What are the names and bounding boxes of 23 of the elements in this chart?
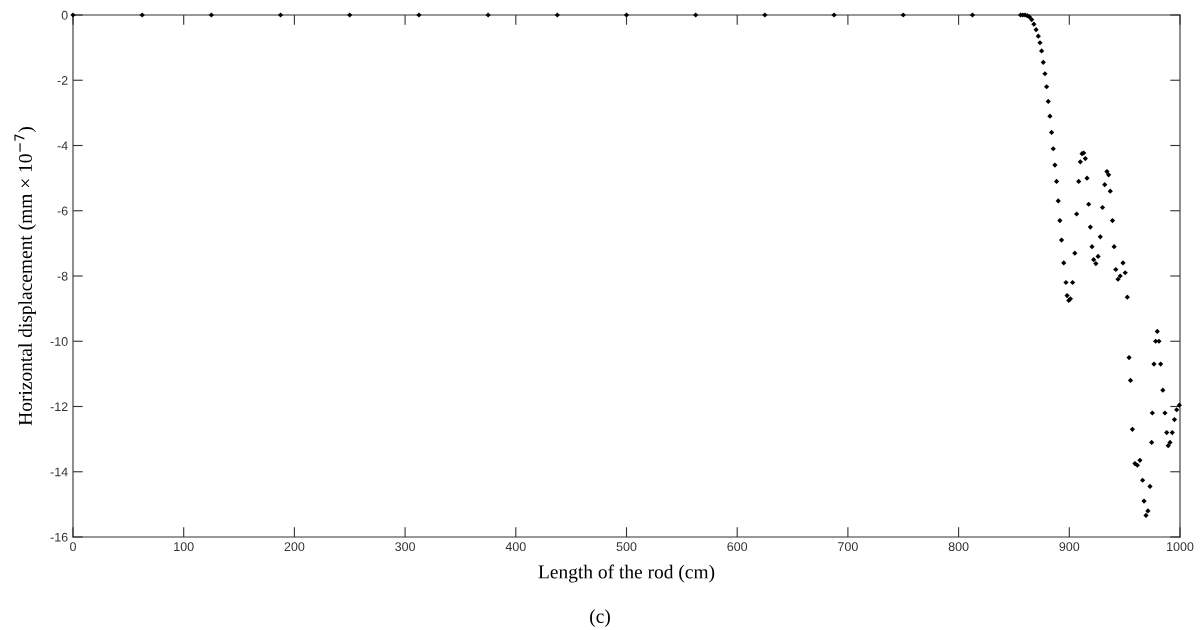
- x-tick-label: 200: [284, 542, 305, 552]
- x-tick-label: 700: [838, 542, 858, 552]
- x-tick-label: 400: [505, 542, 526, 552]
- x-tick-label: 500: [616, 542, 637, 552]
- y-tick-label: -14: [50, 467, 68, 477]
- x-axis-title: Length of the rod (cm): [538, 564, 715, 583]
- x-tick-label: 800: [948, 542, 969, 552]
- x-tick-label: 900: [1059, 542, 1080, 552]
- text: (c): [590, 609, 610, 627]
- y-tick-label: -8: [57, 271, 68, 281]
- y-tick-label: -16: [50, 532, 68, 542]
- y-tick-label: -6: [57, 206, 68, 216]
- x-tick-label: 600: [727, 542, 748, 552]
- y-tick-label: 0: [61, 10, 68, 20]
- x-tick-label: 1000: [1167, 542, 1194, 552]
- y-tick-label: -12: [50, 402, 68, 412]
- y-tick-label: -4: [57, 141, 68, 151]
- y-tick-label: -2: [57, 76, 68, 85]
- y-axis-title: Horizontal displacement (mm × 10$^{−7}$): [14, 127, 36, 426]
- y-tick-label: -10: [50, 337, 68, 346]
- x-tick-label: 300: [395, 542, 416, 552]
- x-tick-label: 0: [70, 542, 76, 552]
- x-tick-label: 100: [174, 542, 194, 552]
